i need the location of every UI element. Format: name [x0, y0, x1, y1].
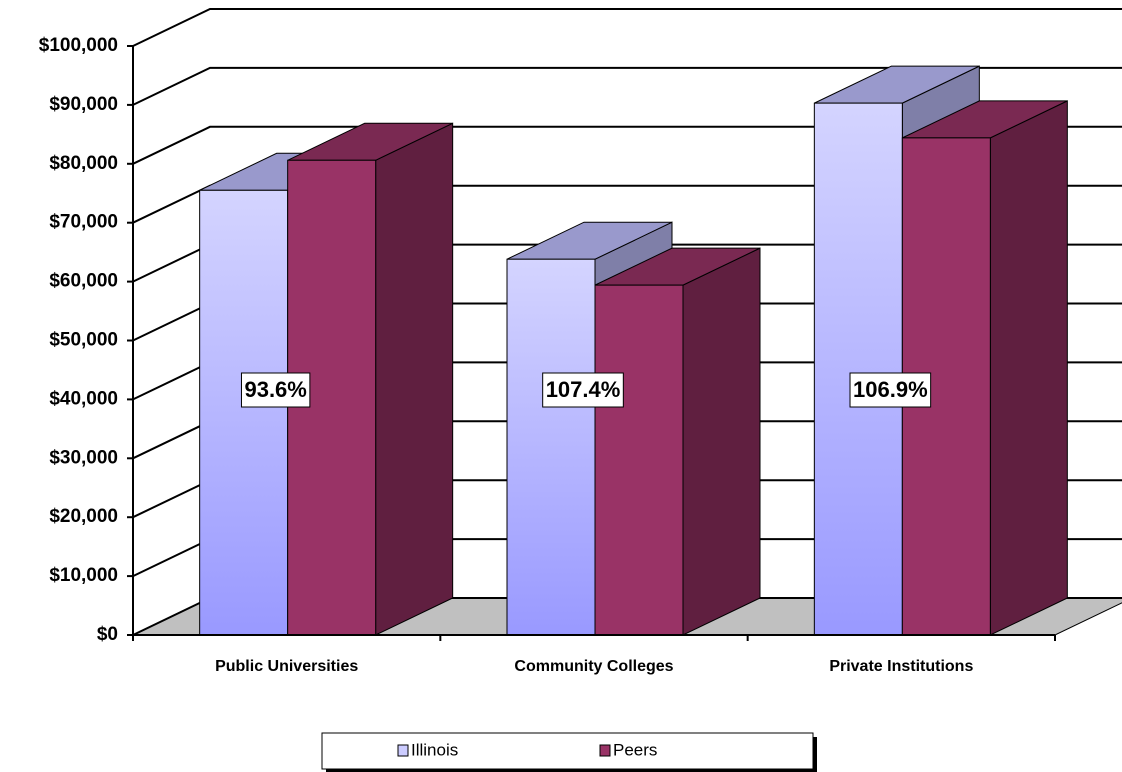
bar-side	[989, 100, 1068, 636]
annotation-box	[542, 372, 624, 408]
y-tick-label: $100,000	[39, 35, 118, 56]
y-tick-label: $80,000	[49, 153, 118, 174]
y-tick-label: $60,000	[49, 271, 118, 292]
bar-side	[375, 122, 454, 636]
annotation: 107.4%	[542, 372, 624, 408]
legend-box	[321, 732, 814, 770]
plot-front: $0 $10,000 $20,000 $30,000 $40,000 $50,000 $60…	[39, 35, 1056, 675]
x-tick-label: Public Universities	[215, 658, 358, 675]
annotation-label: 106.9%	[853, 377, 928, 402]
bars	[199, 65, 1068, 636]
annotation-box	[849, 372, 932, 408]
grid-line	[132, 66, 1122, 106]
y-tick-label: $0	[97, 624, 118, 645]
annotation-label: 93.6%	[244, 377, 306, 402]
x-tick-label: Community Colleges	[514, 658, 673, 675]
bar	[594, 284, 684, 636]
legend-label: Peers	[613, 740, 657, 759]
legend: Illinois Peers	[397, 740, 657, 759]
y-tick-label: $40,000	[49, 388, 118, 409]
y-tick-label: $10,000	[49, 565, 118, 586]
bar	[506, 258, 596, 636]
bar	[813, 102, 903, 636]
y-tick-label: $50,000	[49, 330, 118, 351]
annotation: 106.9%	[849, 372, 932, 408]
annotation: 93.6%	[240, 372, 311, 408]
bar-side	[682, 247, 761, 636]
y-tick-label: $70,000	[49, 212, 118, 233]
bar	[199, 189, 289, 636]
y-tick-label: $30,000	[49, 447, 118, 468]
y-tick-label: $20,000	[49, 506, 118, 527]
legend-swatch	[397, 744, 409, 757]
annotation-label: 107.4%	[546, 377, 621, 402]
legend-swatch	[599, 744, 611, 757]
x-tick-label: Private Institutions	[829, 658, 973, 675]
legend-label: Illinois	[411, 740, 458, 759]
y-tick-label: $90,000	[49, 94, 118, 115]
annotation-box	[240, 372, 311, 408]
grid-line	[132, 8, 1122, 47]
